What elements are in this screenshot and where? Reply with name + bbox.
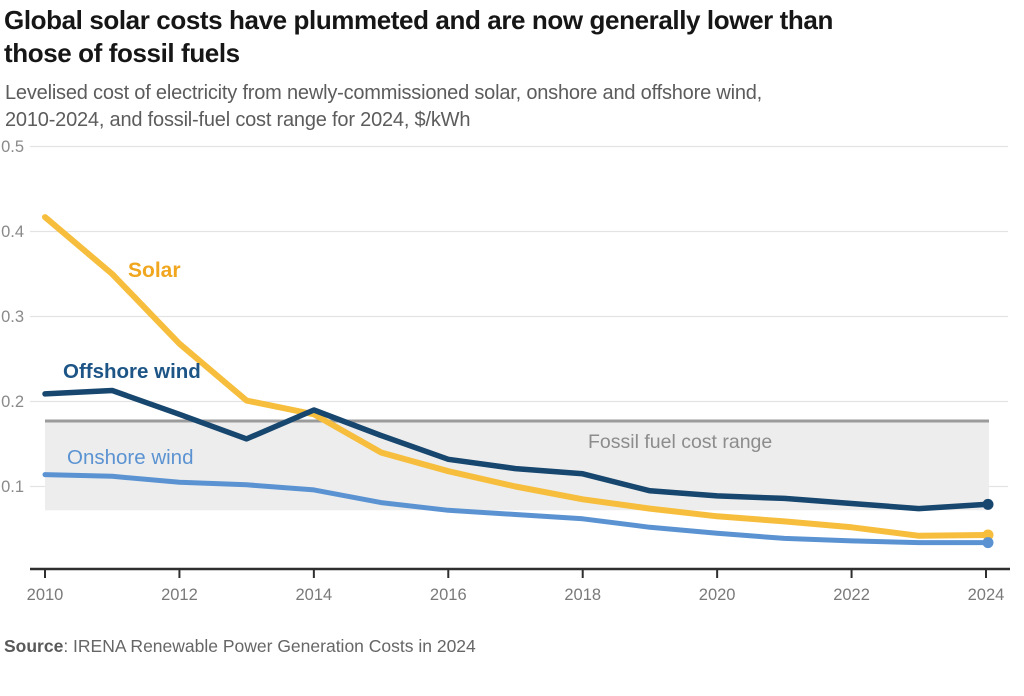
chart-title-line-1: Global solar costs have plummeted and ar…	[4, 5, 833, 35]
y-axis-tick-label: 0.2	[1, 393, 24, 411]
x-axis-tick-label: 2024	[968, 586, 1005, 604]
chart-subtitle: Levelised cost of electricity from newly…	[5, 80, 905, 134]
x-axis-tick-label: 2012	[161, 586, 198, 604]
chart-header: Global solar costs have plummeted and ar…	[4, 4, 994, 70]
x-axis-tick-label: 2020	[699, 586, 736, 604]
fossil-fuel-range-label: Fossil fuel cost range	[588, 431, 772, 453]
y-axis-tick-label: 0.4	[1, 223, 24, 241]
fossil-fuel-range-band	[45, 421, 989, 511]
source-note: Source: IRENA Renewable Power Generation…	[4, 636, 476, 657]
series-line-solar	[42, 214, 989, 539]
y-axis-tick-label: 0.5	[1, 138, 24, 156]
series-endpoint-solar	[982, 529, 994, 541]
chart-subtitle-line-2: 2010-2024, and fossil-fuel cost range fo…	[5, 109, 471, 131]
series-label-solar: Solar	[128, 259, 181, 282]
x-axis-tick-label: 2010	[27, 586, 64, 604]
chart-subtitle-line-1: Levelised cost of electricity from newly…	[5, 82, 763, 104]
y-axis-tick-label: 0.1	[1, 478, 24, 496]
x-axis-tick-label: 2014	[295, 586, 332, 604]
series-line-onshore-wind	[42, 472, 989, 546]
series-label-onshore-wind: Onshore wind	[67, 446, 193, 469]
series-label-offshore-wind: Offshore wind	[63, 360, 201, 383]
source-text: : IRENA Renewable Power Generation Costs…	[63, 636, 476, 656]
series-endpoint-onshore-wind	[982, 537, 994, 549]
x-axis-tick-label: 2022	[833, 586, 870, 604]
source-label: Source	[4, 636, 64, 656]
chart-title-line-2: those of fossil fuels	[4, 38, 240, 68]
x-axis-tick-label: 2016	[430, 586, 467, 604]
series-line-offshore-wind	[42, 387, 989, 512]
x-axis-tick-label: 2018	[564, 586, 601, 604]
y-axis-tick-label: 0.3	[1, 308, 24, 326]
series-endpoint-offshore-wind	[982, 498, 994, 510]
